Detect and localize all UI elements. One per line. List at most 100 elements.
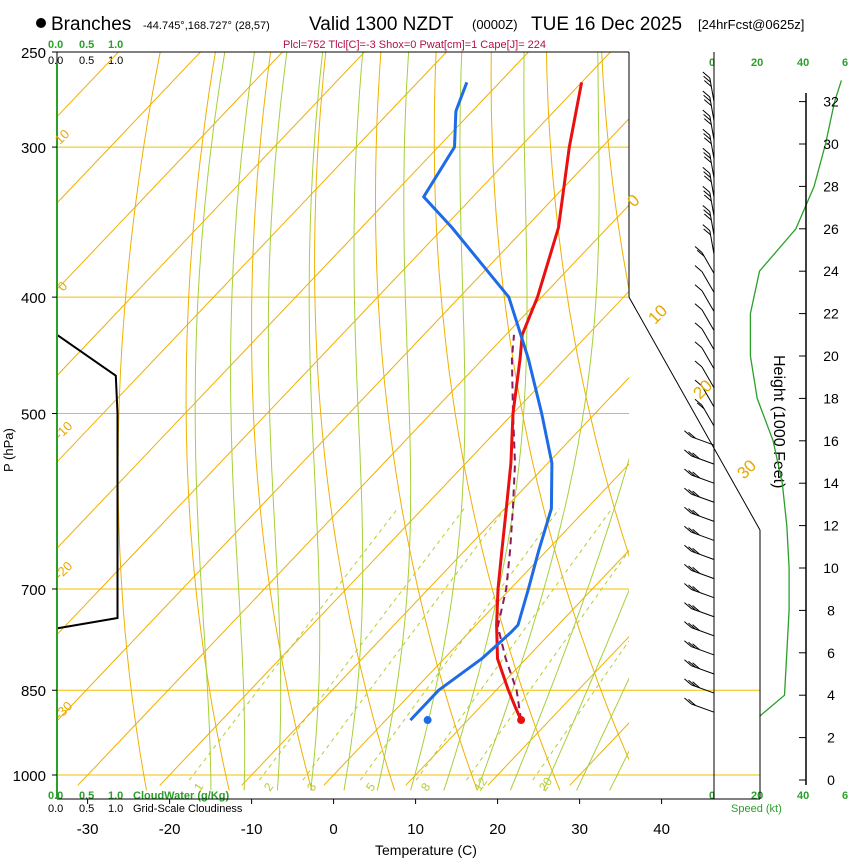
wind-barb-flag [692, 662, 700, 670]
wind-barb-flag [688, 699, 696, 706]
wind-barb-flag [692, 624, 700, 631]
moist-adiabat [230, 52, 256, 791]
wind-barb-flag [688, 451, 696, 458]
pressure-tick-label: 850 [21, 683, 46, 700]
x-axis-title: Temperature (C) [375, 842, 477, 858]
valid-zulu: (0000Z) [472, 17, 518, 32]
wind-barb-flag [692, 605, 700, 612]
wind-barb [701, 347, 715, 369]
isotherm-line [57, 52, 448, 463]
wind-barb-flag [703, 137, 712, 145]
valid-time: Valid 1300 NZDT [309, 14, 454, 35]
dry-adiabat [433, 52, 561, 791]
temp-tick-label: -10 [241, 821, 263, 838]
moist-adiabat [443, 52, 528, 791]
temp-tick-label: 40 [653, 821, 670, 838]
wind-barb-flag [703, 171, 711, 178]
wind-barb-flag [694, 398, 703, 406]
wind-barb-flag [684, 468, 692, 476]
isotherm-line [77, 204, 629, 786]
isotherm-label: -20 [52, 558, 76, 582]
speed-tick-top-3: 6 [842, 57, 848, 69]
wind-barb-flag [692, 528, 700, 536]
wind-barb-flag [703, 194, 712, 202]
cloudiness-tick-bottom-0: 0.0 [48, 803, 63, 815]
pressure-tick-label: 300 [21, 140, 46, 157]
mixing-ratio-line [258, 508, 465, 781]
cloudiness-tick-bottom-1: 0.5 [79, 803, 94, 815]
cloudwater-tick-bottom-1: 0.5 [79, 790, 94, 802]
wind-barb-flag [696, 249, 705, 257]
temp-tick-label: 20 [489, 821, 506, 838]
wind-barb-flag [703, 133, 711, 140]
mixing-ratio-label: 12 [471, 774, 490, 793]
wind-barb-flag [703, 156, 712, 164]
wind-barb-flag [684, 640, 692, 648]
isotherm-label: 10 [644, 301, 671, 328]
isotherm-line [405, 549, 629, 786]
wind-barb-flag [694, 265, 703, 272]
speed-tick-bottom-3: 6 [842, 790, 848, 802]
isotherm-line [241, 377, 629, 786]
height-tick-label: 12 [823, 518, 839, 534]
dry-adiabat [375, 52, 478, 791]
cloudwater-tick-top-1: 0.5 [79, 39, 94, 51]
speed-tick-top-1: 20 [751, 57, 763, 69]
moist-adiabat [376, 52, 412, 791]
cloudiness-tick-top-1: 0.5 [79, 55, 94, 67]
height-tick-label: 18 [823, 390, 839, 406]
moist-adiabat [509, 457, 629, 791]
cloudiness-tick-top-2: 1.0 [108, 55, 123, 67]
speed-tick-bottom-1: 20 [751, 790, 763, 802]
wind-barb-flag [684, 583, 692, 590]
temp-tick-label: 10 [407, 821, 424, 838]
wind-barb-flag [688, 660, 696, 668]
wind-barb-flag [703, 152, 711, 159]
dry-adiabat [314, 52, 396, 791]
wind-barb-flag [684, 506, 692, 514]
wind-barb-flag [702, 205, 711, 212]
wind-barb-flag [702, 109, 711, 117]
wind-speed-curve [749, 80, 843, 717]
wind-barb-flag [692, 643, 700, 651]
dry-adiabat [601, 52, 629, 292]
moist-adiabat [308, 52, 324, 791]
wind-barb-flag [702, 147, 711, 155]
moist-adiabat [343, 52, 364, 791]
moist-adiabat [194, 52, 226, 791]
wind-barb-flag [692, 471, 700, 479]
wind-barb-flag [688, 603, 696, 611]
wind-barb-flag [684, 544, 692, 552]
sounding-stats: Plcl=752 Tlcl[C]=-3 Shox=0 Pwat[cm]=1 Ca… [283, 39, 546, 51]
chart-axes [52, 51, 807, 804]
wind-barb-flag [688, 622, 696, 630]
cloudiness-label: Grid-Scale Cloudiness [133, 803, 243, 815]
cloudwater-label: CloudWater (g/Kg) [133, 790, 229, 802]
isotherm-line [487, 635, 629, 786]
speed-tick-top-0: 0 [709, 57, 715, 69]
cloudwater-tick-top-0: 0.0 [48, 39, 63, 51]
wind-barb-flag [703, 94, 711, 102]
wind-barb-flag [703, 190, 711, 198]
wind-barb-flag [702, 186, 711, 193]
cloudiness-tick-bottom-2: 1.0 [108, 803, 123, 815]
speed-label: Speed (kt) [731, 803, 782, 815]
moist-adiabat [543, 589, 629, 791]
isotherm-line [57, 118, 629, 722]
pressure-tick-label: 700 [21, 582, 46, 599]
wind-barb-flag [684, 430, 692, 438]
cloudwater-tick-bottom-2: 1.0 [108, 790, 123, 802]
wind-barb-flag [694, 246, 703, 253]
wind-barb-flag [684, 564, 692, 571]
isotherm-label: -10 [52, 418, 76, 442]
pressure-tick-label: 500 [21, 407, 46, 424]
pressure-tick-label: 250 [21, 45, 46, 62]
temp-tick-label: 0 [329, 821, 337, 838]
wind-barb-flag [688, 546, 696, 554]
height-tick-label: 30 [823, 136, 839, 152]
forecast-info: [24hrFcst@0625z] [698, 17, 804, 32]
wind-barb-flag [684, 449, 692, 457]
isotherm-line [323, 463, 629, 786]
pressure-tick-label: 400 [21, 290, 46, 307]
